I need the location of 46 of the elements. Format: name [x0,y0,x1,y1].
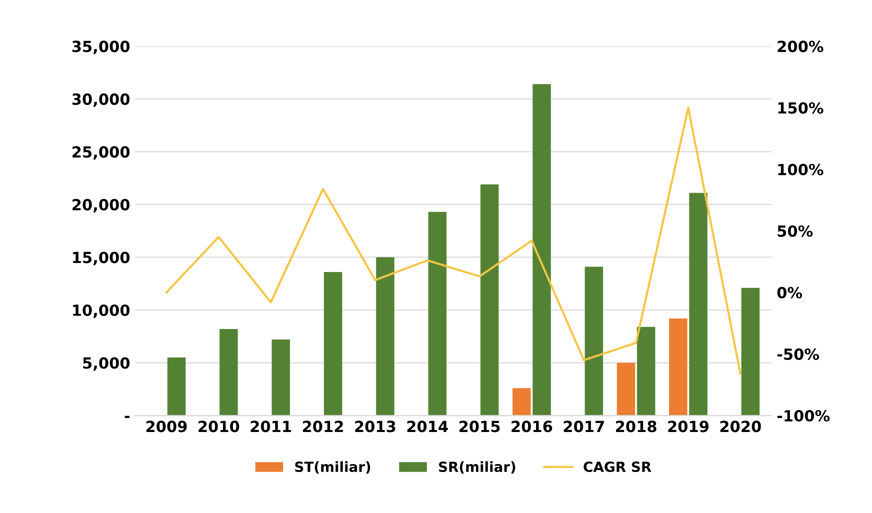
x-tick-label: 2015 [459,420,500,432]
bar [376,257,394,416]
y2-tick-label: 150% [778,102,824,114]
x-tick-label: 2016 [512,420,552,432]
bar [512,388,531,416]
bar [480,184,499,416]
x-tick-label: 2014 [407,420,448,432]
bar [741,288,760,416]
x-tick-label: 2019 [668,420,709,432]
x-tick-label: 2013 [355,420,396,432]
y2-tick-label: 200% [778,40,824,52]
y-tick-label: 10,000 [73,304,130,318]
x-tick-label: 2020 [720,420,761,432]
bar [220,328,238,416]
bar [689,192,708,416]
y2-tick-label: -50% [777,348,820,360]
x-tick-label: 2017 [564,420,604,432]
x-tick-label: 2011 [250,420,292,432]
y2-tick-label: 100% [778,164,824,176]
y2-tick-label: -100% [777,410,830,422]
legend-label: CAGR SR [584,462,652,472]
y-tick-label: - [124,416,130,418]
y-tick-label: 35,000 [72,40,130,54]
line-series [165,106,742,375]
x-tick-label: 2009 [146,420,187,432]
y-tick-label: 25,000 [72,146,130,160]
legend-label: ST(miliar) [295,461,370,474]
bar [616,362,636,416]
y2-tick-label: 50% [778,225,813,237]
legend-label: SR(miliar) [438,461,516,474]
bar [324,272,342,416]
x-tick-label: 2012 [302,420,343,432]
y-tick-label: 20,000 [72,198,130,212]
bar [636,326,656,416]
y-tick-label: 5,000 [83,357,130,371]
y2-tick-label: 0% [777,286,802,298]
y-tick-label: 30,000 [72,93,130,107]
bar [584,266,604,416]
bar [669,318,688,416]
bar [532,84,551,416]
x-tick-label: 2018 [616,420,656,432]
x-tick-label: 2010 [198,420,240,432]
bar [167,357,186,416]
bar [272,340,290,416]
y-tick-label: 15,000 [73,252,130,266]
bar [428,212,447,416]
